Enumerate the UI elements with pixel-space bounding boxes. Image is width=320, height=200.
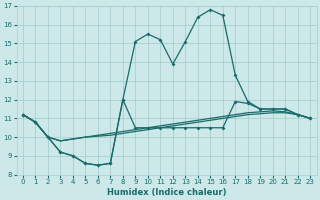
- X-axis label: Humidex (Indice chaleur): Humidex (Indice chaleur): [107, 188, 226, 197]
